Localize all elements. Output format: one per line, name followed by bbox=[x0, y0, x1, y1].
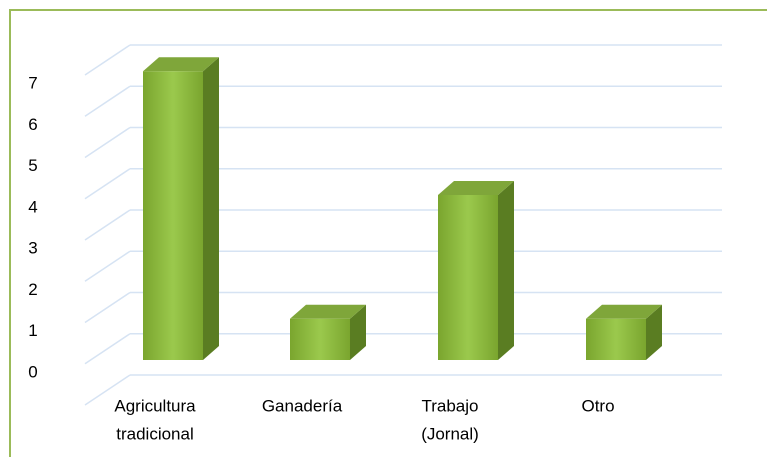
x-tick-label: Agricultura bbox=[114, 396, 196, 415]
grid-line bbox=[84, 126, 131, 159]
bar bbox=[586, 318, 646, 360]
x-tick-label: Otro bbox=[581, 396, 614, 415]
grid-line bbox=[84, 44, 131, 76]
y-tick-label: 0 bbox=[28, 362, 37, 381]
x-tick-label: Ganadería bbox=[262, 396, 343, 415]
bar-side bbox=[498, 181, 514, 360]
y-tick-label: 5 bbox=[28, 156, 37, 175]
y-tick-label: 3 bbox=[28, 239, 37, 258]
grid-line bbox=[84, 333, 131, 365]
bar-top bbox=[438, 181, 514, 195]
bar-top bbox=[143, 57, 219, 72]
grid-line bbox=[84, 374, 131, 406]
bar-top bbox=[586, 304, 662, 319]
x-tick-label: tradicional bbox=[116, 424, 194, 443]
grid-line bbox=[84, 168, 131, 200]
bar bbox=[438, 195, 498, 360]
x-tick-label: Trabajo bbox=[421, 396, 478, 415]
y-tick-label: 2 bbox=[28, 280, 37, 299]
bar bbox=[143, 71, 203, 360]
y-tick-label: 4 bbox=[28, 197, 37, 216]
bar bbox=[290, 318, 350, 360]
bar-side bbox=[203, 57, 219, 360]
grid-line bbox=[84, 209, 131, 241]
bar-top bbox=[290, 304, 366, 319]
grid-line bbox=[84, 250, 131, 282]
y-tick-label: 6 bbox=[28, 115, 37, 134]
y-tick-label: 7 bbox=[28, 74, 37, 93]
grid-line bbox=[84, 85, 131, 117]
grid-line bbox=[84, 291, 131, 324]
bar-side bbox=[350, 304, 366, 360]
bar-side bbox=[646, 304, 662, 360]
frame bbox=[9, 9, 767, 457]
x-tick-label: (Jornal) bbox=[421, 424, 479, 443]
y-tick-label: 1 bbox=[28, 321, 37, 340]
